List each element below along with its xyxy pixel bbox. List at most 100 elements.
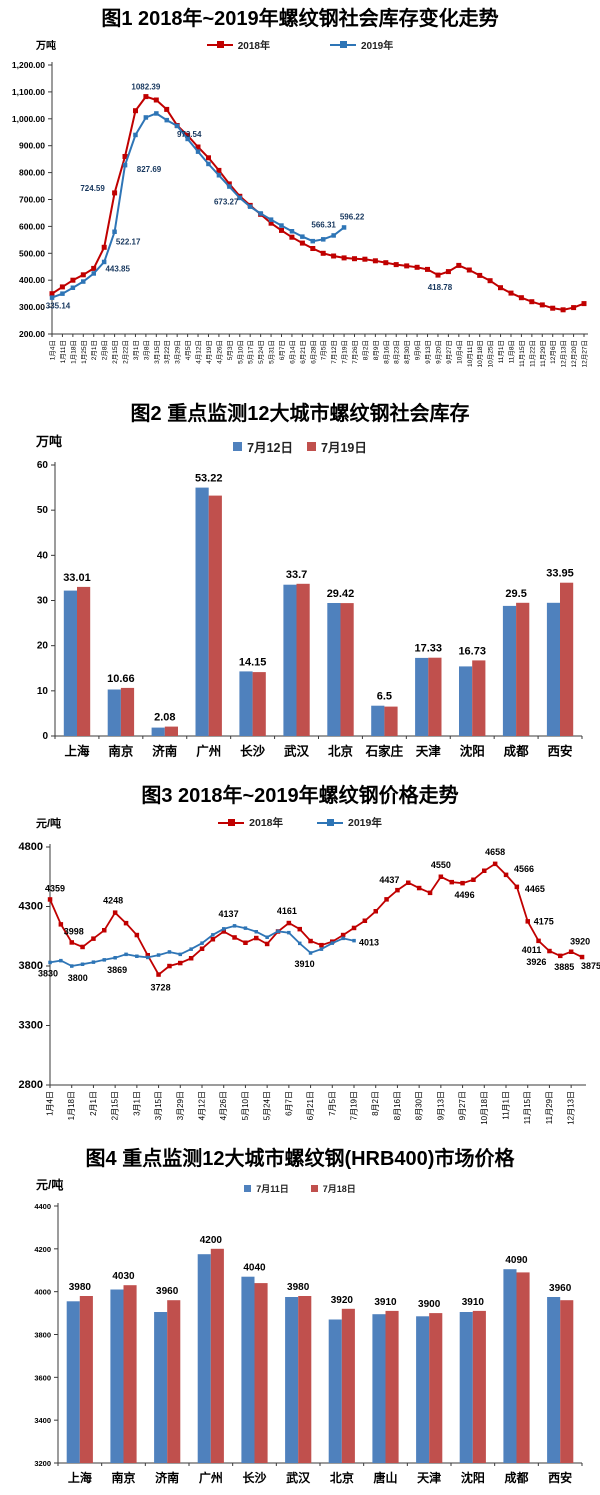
figure-1-title: 图1 2018年~2019年螺纹钢社会库存变化走势 (101, 8, 499, 30)
x-tick-label: 9月6日 (414, 340, 422, 360)
data-point-marker (102, 928, 107, 933)
data-point-marker (133, 132, 138, 138)
data-label: 4011 (522, 945, 542, 955)
data-point-marker (237, 195, 242, 201)
data-point-marker (341, 936, 345, 941)
x-tick-label: 5月31日 (268, 340, 276, 364)
legend-item-jul19: 7月19日 (307, 437, 367, 456)
data-point-marker (232, 924, 237, 928)
data-point-marker (268, 220, 274, 226)
data-point-marker (539, 302, 545, 308)
line-series-marker-icon (317, 819, 343, 826)
x-tick-label: 6月21日 (299, 340, 307, 364)
data-point-marker (351, 925, 357, 931)
data-point-marker (482, 868, 487, 873)
data-point-marker (289, 234, 295, 240)
data-label: 673.27 (214, 198, 239, 207)
y-tick-label: 3800 (34, 1331, 51, 1340)
data-point-marker (167, 950, 172, 954)
data-point-marker (581, 301, 587, 307)
bar-value-label: 17.33 (415, 643, 443, 655)
data-label: 4175 (534, 916, 554, 926)
x-tick-label: 12月27日 (581, 340, 589, 367)
bar (547, 1297, 561, 1463)
data-point-marker (185, 136, 190, 142)
y-tick-label: 3800 (19, 960, 43, 972)
data-point-marker (362, 256, 368, 262)
data-label: 973.54 (177, 130, 202, 139)
data-point-marker (81, 279, 86, 284)
data-point-marker (164, 117, 169, 123)
x-tick-label: 10月18日 (480, 1091, 489, 1125)
category-label: 长沙 (242, 1470, 266, 1485)
data-point-marker (206, 155, 211, 161)
figure-4-unit-label: 元/吨 (36, 1178, 64, 1192)
category-label: 南京 (108, 744, 134, 759)
figure-2-plot: 010203040506033.0110.662.0853.2214.1533.… (37, 460, 583, 759)
data-point-marker (406, 880, 411, 885)
y-tick-label: 40 (37, 550, 49, 561)
bar-value-label: 3910 (462, 1297, 485, 1308)
x-tick-label: 12月13日 (560, 340, 568, 367)
series-markers-1 (48, 924, 356, 968)
data-point-marker (352, 938, 356, 943)
category-label: 武汉 (284, 744, 310, 759)
y-tick-label: 3200 (34, 1459, 51, 1468)
bar-value-label: 33.95 (546, 568, 574, 580)
data-label: 418.78 (428, 283, 453, 292)
x-tick-label: 7月19日 (341, 340, 349, 364)
data-point-marker (146, 955, 150, 960)
data-label: 4437 (379, 875, 399, 885)
data-point-marker (265, 935, 269, 939)
data-point-marker (330, 941, 334, 945)
data-point-marker (308, 951, 313, 955)
data-point-marker (258, 211, 263, 216)
data-point-marker (91, 265, 97, 271)
x-tick-label: 11月15日 (518, 340, 526, 367)
data-point-marker (222, 927, 226, 931)
data-point-marker (525, 919, 530, 924)
x-tick-label: 3月15日 (154, 1091, 163, 1120)
data-point-marker (508, 290, 514, 296)
y-tick-label: 3600 (34, 1373, 51, 1382)
bar (164, 726, 178, 736)
figure-2: 图2 重点监测12大城市螺纹钢社会库存 万吨 7月12日 7月19日 0 10 20… (0, 390, 600, 772)
x-tick-label: 12月13日 (567, 1091, 576, 1125)
y-tick-label: 4200 (34, 1245, 51, 1254)
y-tick-label: 900.00 (19, 141, 45, 151)
data-point-marker (91, 960, 96, 964)
y-tick-label: 0 (42, 731, 48, 742)
x-tick-label: 6月7日 (278, 340, 286, 360)
data-point-marker (153, 97, 159, 103)
x-tick-label: 8月30日 (415, 1091, 424, 1120)
data-point-marker (362, 918, 368, 923)
series-markers-0 (49, 94, 587, 313)
x-tick-label: 4月19日 (205, 340, 213, 364)
x-tick-label: 7月12日 (330, 340, 338, 364)
figure-1: 图1 2018年~2019年螺纹钢社会库存变化走势 万吨 2018年 2019年… (0, 0, 600, 390)
y-tick-label: 50 (37, 505, 49, 516)
y-tick-label: 4800 (19, 841, 43, 853)
line-series-marker-icon (330, 41, 356, 48)
bar (472, 660, 486, 736)
bar (77, 586, 91, 736)
data-point-marker (112, 190, 118, 196)
legend-item-2019: 2019年 (317, 815, 382, 830)
data-point-marker (503, 872, 509, 878)
bar-value-label: 3900 (418, 1299, 441, 1310)
figure-4-legend: 7月11日 7月18日 (0, 1182, 600, 1195)
data-point-marker (70, 277, 76, 283)
bar (120, 687, 135, 736)
data-point-marker (227, 184, 232, 189)
bar (384, 706, 398, 736)
bar (415, 657, 429, 736)
data-point-marker (471, 877, 476, 882)
x-tick-label: 9月27日 (458, 1091, 467, 1120)
bar (110, 1289, 124, 1463)
y-tick-label: 1,200.00 (12, 60, 45, 70)
bar (66, 1301, 80, 1463)
data-point-marker (279, 227, 284, 233)
bar (154, 1312, 168, 1463)
x-tick-label: 5月3日 (226, 340, 234, 360)
data-labels: 4359 3998 4248 3728 4137 4161 4437 4550 4496 4658… (38, 847, 600, 993)
